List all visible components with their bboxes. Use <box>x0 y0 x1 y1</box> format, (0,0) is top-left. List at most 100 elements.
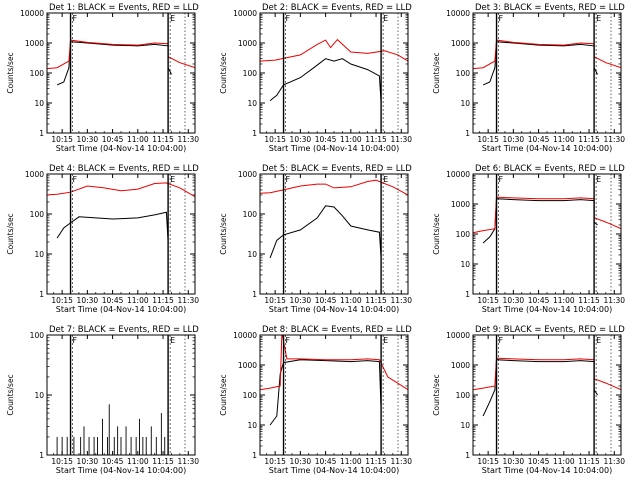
plot-frame <box>46 173 196 295</box>
x-tick-label: 11:30 <box>390 457 412 466</box>
series-line-lld <box>260 179 408 196</box>
x-tick-label: 11:30 <box>390 296 412 305</box>
x-tick-label: 10:30 <box>77 296 99 305</box>
y-tick-label: 100 <box>243 391 258 400</box>
y-tick-label: 1000 <box>25 39 44 48</box>
y-tick-label: 100 <box>243 210 258 219</box>
x-tick-label: 10:15 <box>264 135 286 144</box>
x-tick-label: 10:15 <box>477 457 499 466</box>
plot-frame <box>259 12 409 134</box>
x-tick-label: 11:15 <box>365 296 387 305</box>
series-line-events <box>482 359 598 417</box>
panel-title: Det 9: BLACK = Events, RED = LLD <box>475 325 625 335</box>
y-axis-label: Counts/sec <box>6 374 15 415</box>
x-axis-label: Start Time (04-Nov-14 10:04:00) <box>56 144 186 153</box>
marker-label: F <box>286 336 291 345</box>
x-tick-label: 10:45 <box>315 135 337 144</box>
detector-panel-7: Det 7: BLACK = Events, RED = LLD Counts/s… <box>6 325 199 475</box>
y-axis-label: Counts/sec <box>219 52 228 93</box>
series-line-events <box>269 205 382 259</box>
x-tick-label: 10:15 <box>51 135 73 144</box>
panel-title: Det 5: BLACK = Events, RED = LLD <box>262 164 412 174</box>
y-tick-label: 1 <box>252 451 257 460</box>
x-tick-label: 11:15 <box>578 457 600 466</box>
marker-label: F <box>286 175 291 184</box>
x-tick-label: 10:30 <box>290 135 312 144</box>
x-tick-label: 10:30 <box>77 457 99 466</box>
x-tick-label: 11:15 <box>152 296 174 305</box>
detector-panel-9: Det 9: BLACK = Events, RED = LLD Counts/s… <box>432 325 625 475</box>
series-line-events <box>56 41 172 86</box>
marker-label: F <box>499 14 504 23</box>
detector-panel-1: Det 1: BLACK = Events, RED = LLD Counts/s… <box>6 3 199 153</box>
marker-label: F <box>73 336 78 345</box>
series-line-lld <box>473 196 621 234</box>
x-axis-label: Start Time (04-Nov-14 10:04:00) <box>482 144 612 153</box>
panel-title: Det 7: BLACK = Events, RED = LLD <box>49 325 199 335</box>
panel-title: Det 4: BLACK = Events, RED = LLD <box>49 164 199 174</box>
x-axis-label: Start Time (04-Nov-14 10:04:00) <box>482 466 612 475</box>
x-tick-label: 11:00 <box>127 135 149 144</box>
x-tick-label: 11:00 <box>340 457 362 466</box>
x-tick-label: 11:30 <box>177 457 199 466</box>
detector-panel-2: Det 2: BLACK = Events, RED = LLD Counts/s… <box>219 3 412 153</box>
x-tick-label: 10:45 <box>315 457 337 466</box>
y-tick-label: 10 <box>460 260 470 269</box>
y-tick-label: 10000 <box>446 170 470 179</box>
y-tick-label: 1000 <box>451 200 470 209</box>
y-tick-label: 100 <box>243 69 258 78</box>
plot-frame <box>46 12 196 134</box>
x-tick-label: 10:30 <box>77 135 99 144</box>
x-tick-label: 11:30 <box>177 296 199 305</box>
y-tick-label: 1000 <box>238 170 257 179</box>
x-tick-label: 11:30 <box>177 135 199 144</box>
plot-frame <box>259 334 409 456</box>
y-axis-label: Counts/sec <box>432 374 441 415</box>
marker-label: F <box>286 14 291 23</box>
panel-title: Det 6: BLACK = Events, RED = LLD <box>475 164 625 174</box>
x-tick-label: 11:00 <box>553 135 575 144</box>
x-tick-label: 11:30 <box>603 457 625 466</box>
x-tick-label: 11:15 <box>152 135 174 144</box>
x-tick-label: 10:30 <box>503 135 525 144</box>
x-axis-label: Start Time (04-Nov-14 10:04:00) <box>269 305 399 314</box>
y-tick-label: 10 <box>460 99 470 108</box>
marker-label: F <box>73 175 78 184</box>
x-tick-label: 11:30 <box>390 135 412 144</box>
detector-panel-8: Det 8: BLACK = Events, RED = LLD Counts/s… <box>219 325 412 475</box>
x-tick-label: 11:15 <box>578 135 600 144</box>
x-tick-label: 10:15 <box>51 296 73 305</box>
x-tick-label: 11:15 <box>578 296 600 305</box>
panel-title: Det 3: BLACK = Events, RED = LLD <box>475 3 625 13</box>
y-tick-label: 1 <box>465 129 470 138</box>
x-tick-label: 10:45 <box>102 296 124 305</box>
y-tick-label: 100 <box>456 391 471 400</box>
y-tick-label: 100 <box>456 69 471 78</box>
x-tick-label: 11:00 <box>127 296 149 305</box>
y-tick-label: 1 <box>39 290 44 299</box>
x-tick-label: 11:00 <box>553 457 575 466</box>
y-tick-label: 10000 <box>20 9 44 18</box>
marker-label: E <box>170 175 175 184</box>
marker-label: E <box>383 175 388 184</box>
y-axis-label: Counts/sec <box>219 213 228 254</box>
x-axis-label: Start Time (04-Nov-14 10:04:00) <box>56 466 186 475</box>
detector-panel-5: Det 5: BLACK = Events, RED = LLD Counts/s… <box>219 164 412 314</box>
x-tick-label: 10:30 <box>290 296 312 305</box>
marker-label: E <box>596 336 601 345</box>
x-axis-label: Start Time (04-Nov-14 10:04:00) <box>269 466 399 475</box>
x-tick-label: 10:15 <box>477 296 499 305</box>
series-line-events <box>56 211 169 243</box>
y-axis-label: Counts/sec <box>432 213 441 254</box>
x-axis-label: Start Time (04-Nov-14 10:04:00) <box>56 305 186 314</box>
y-tick-label: 10 <box>247 250 257 259</box>
y-tick-label: 10 <box>34 391 44 400</box>
x-tick-label: 10:45 <box>102 457 124 466</box>
series-line-lld <box>47 182 195 198</box>
y-tick-label: 10 <box>247 421 257 430</box>
y-tick-label: 10000 <box>446 331 470 340</box>
x-axis-label: Start Time (04-Nov-14 10:04:00) <box>269 144 399 153</box>
panel-title: Det 2: BLACK = Events, RED = LLD <box>262 3 412 13</box>
marker-label: F <box>499 175 504 184</box>
series-line-lld <box>260 38 408 62</box>
